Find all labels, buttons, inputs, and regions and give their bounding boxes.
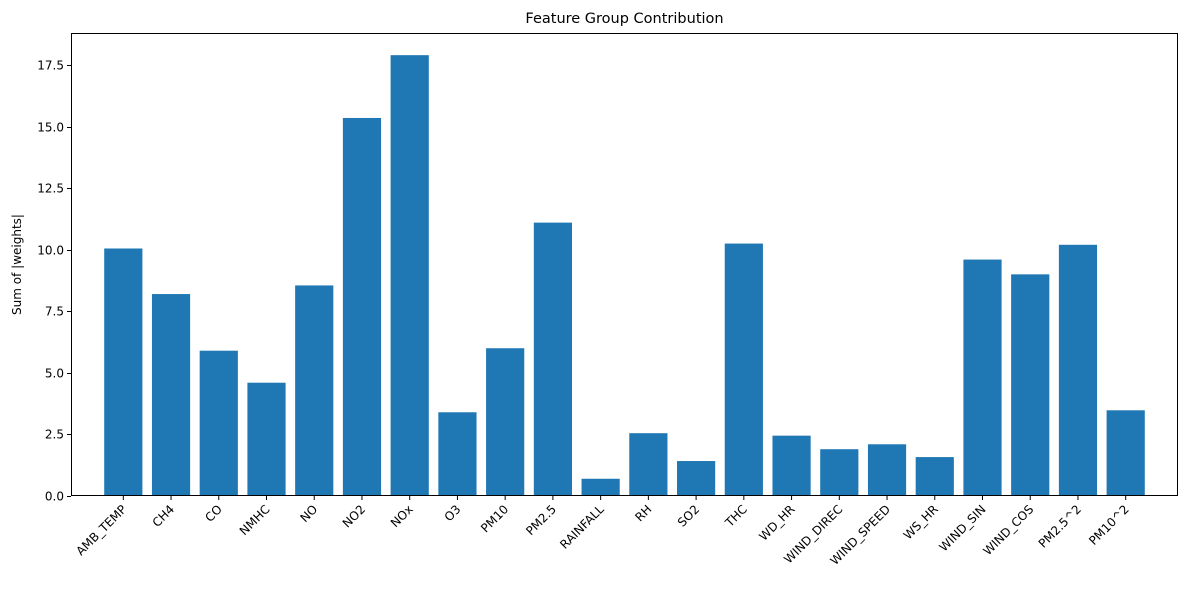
plot-frame [71,33,1178,496]
x-tick-label: PM10^2 [1086,502,1132,548]
bar-ch4 [151,294,191,496]
y-tick-label: 12.5 [37,182,64,196]
y-tick-label: 5.0 [45,367,64,381]
x-tick-label: AMB_TEMP [73,502,129,558]
x-axis: AMB_TEMP CH4 CO NMHC NO NO2 NOx O3 PM10 PM2.5RAIN… [73,496,1132,568]
x-tick-label: WD_HR [756,502,797,543]
bar-rh [629,433,668,496]
bar-pm2-5-2 [1058,244,1098,496]
x-tick-label: RH [632,502,654,524]
bar-no2 [342,117,382,496]
y-tick-label: 10.0 [37,244,64,258]
bars-group [104,55,1145,497]
x-tick-label: O3 [442,502,464,524]
x-tick-label: NO [297,502,320,525]
bar-rainfall [581,478,620,496]
x-tick-label: RAINFALL [557,502,607,552]
x-tick-label: NO2 [340,502,368,530]
y-tick-label: 7.5 [45,305,64,319]
bar-nmhc [247,382,286,496]
bar-wind-speed [867,444,907,496]
bar-so2 [677,461,716,496]
bar-ws-hr [915,457,954,496]
x-tick-label: NOx [388,502,416,530]
x-tick-label: CO [202,502,225,525]
bar-wd-hr [772,435,811,496]
x-tick-label: WS_HR [901,502,941,542]
x-tick-label: CH4 [150,502,178,530]
bar-pm10-2 [1106,410,1145,496]
y-tick-label: 17.5 [37,59,64,73]
bar-nox [390,55,429,497]
y-axis: 0.0 2.5 5.0 7.5 10.0 12.5 15.0 17.5 [37,59,71,504]
x-tick-label: PM10 [478,502,511,535]
bar-o3 [438,412,477,496]
x-tick-label: NMHC [237,502,273,538]
bar-wind-sin [963,259,1002,496]
bar-wind-direc [820,449,859,496]
y-tick-label: 2.5 [45,428,64,442]
chart-title: Feature Group Contribution [525,11,723,27]
x-tick-label: PM2.5 [523,502,559,538]
bar-amb-temp [104,248,143,496]
x-tick-label: WIND_COS [980,502,1036,558]
bar-wind-cos [1011,274,1050,496]
x-tick-label: THC [722,502,750,530]
bar-pm10 [486,348,525,496]
y-tick-label: 15.0 [37,121,64,135]
bar-pm2-5 [533,222,572,496]
x-tick-label: SO2 [675,502,702,529]
bar-no [295,285,334,496]
bar-thc [724,243,763,496]
bar-co [199,350,238,496]
y-axis-label: Sum of |weights| [10,214,24,315]
y-tick-label: 0.0 [45,490,64,504]
x-tick-label: PM2.5^2 [1036,502,1084,550]
